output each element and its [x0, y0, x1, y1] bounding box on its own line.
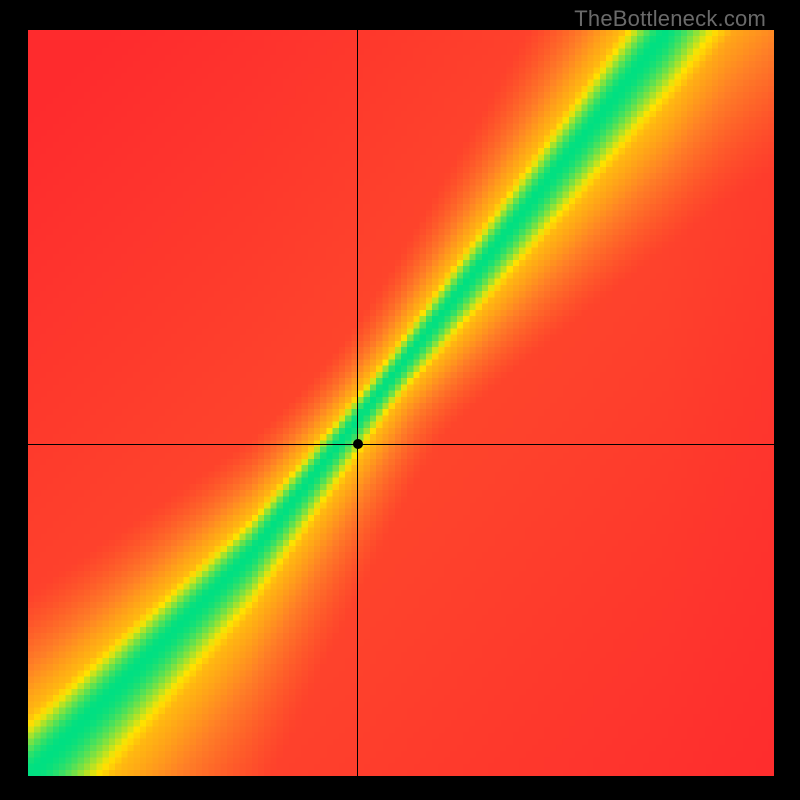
- heatmap-canvas: [28, 30, 774, 776]
- watermark-text: TheBottleneck.com: [574, 6, 766, 32]
- crosshair-horizontal: [28, 444, 774, 445]
- heatmap-plot: [28, 30, 774, 776]
- marker-dot: [353, 439, 363, 449]
- crosshair-vertical: [357, 30, 358, 776]
